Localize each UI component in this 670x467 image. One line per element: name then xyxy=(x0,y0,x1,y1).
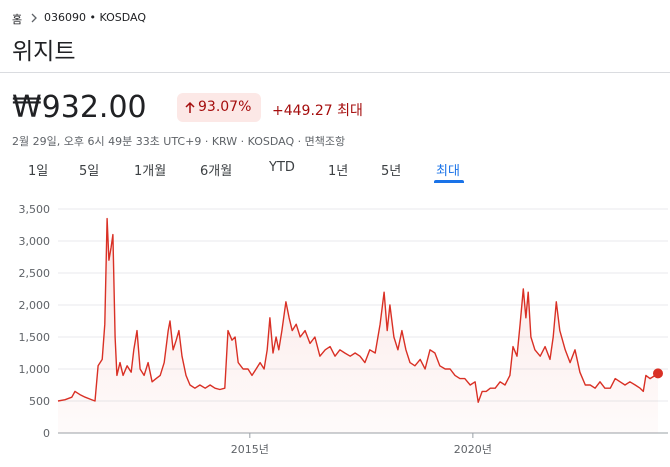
y-tick-label: 2,500 xyxy=(19,267,51,280)
range-tab[interactable]: YTD xyxy=(269,160,295,175)
change-amount: +449.27 최대 xyxy=(272,103,363,119)
range-tab[interactable]: 1일 xyxy=(28,164,49,179)
price-line xyxy=(57,217,659,403)
up-arrow-icon xyxy=(185,101,195,113)
y-tick-label: 1,500 xyxy=(19,331,51,344)
last-point xyxy=(652,368,663,379)
y-tick-label: 0 xyxy=(43,427,50,440)
range-tab[interactable]: 1년 xyxy=(328,164,349,179)
x-tick-label: 2020년 xyxy=(454,443,492,456)
area xyxy=(58,218,658,433)
chevron-icon xyxy=(31,13,37,23)
y-tick-label: 3,500 xyxy=(19,203,51,216)
range-tab-selected[interactable]: 최대 xyxy=(436,164,460,179)
range-tab[interactable]: 1개월 xyxy=(134,164,167,179)
timestamp-info: 2월 29일, 오후 6시 49분 33초 UTC+9 · KRW · KOSD… xyxy=(12,135,346,148)
stock-name: 위지트 xyxy=(12,39,76,65)
y-tick-label: 500 xyxy=(29,395,50,408)
breadcrumb-path: 036090 • KOSDAQ xyxy=(44,11,146,24)
range-tab[interactable]: 5일 xyxy=(79,164,100,179)
change-badge: 93.07% xyxy=(177,93,261,122)
y-tick-label: 2,000 xyxy=(19,299,51,312)
y-tick-label: 3,000 xyxy=(19,235,51,248)
price: ₩932.00 xyxy=(12,90,147,125)
tab-underline xyxy=(434,180,464,183)
range-tab[interactable]: 5년 xyxy=(381,164,402,179)
x-tick-label: 2015년 xyxy=(231,443,269,456)
y-tick-label: 1,000 xyxy=(19,363,51,376)
divider xyxy=(0,72,670,73)
range-tab[interactable]: 6개월 xyxy=(200,164,233,179)
breadcrumb-home[interactable]: 홈 xyxy=(12,13,23,26)
change-percent: 93.07% xyxy=(198,99,252,115)
